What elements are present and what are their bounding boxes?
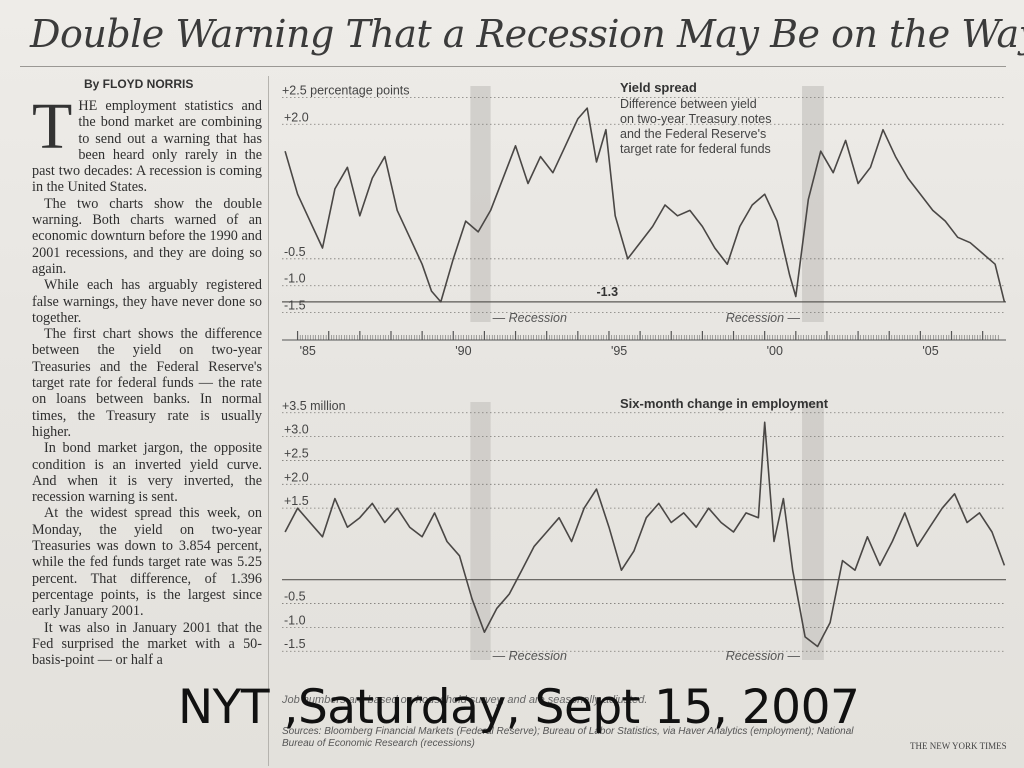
y-tick-label: +1.5 [284,494,309,508]
chart-sources: Sources: Bloomberg Financial Markets (Fe… [282,726,854,749]
y-tick-label: +3.0 [284,423,309,437]
y-tick-label: -0.5 [284,245,306,259]
date-caption: NYT ,Saturday, Sept 15, 2007 [178,680,860,735]
series-line [284,107,1006,303]
article-paragraph: It was also in January 2001 that the Fed… [32,619,262,669]
recession-band [470,86,491,322]
x-tick-label: '00 [767,344,783,358]
y-tick-label: +2.5 [284,446,309,460]
recession-label: Recession — [726,649,801,663]
recession-label: — Recession [492,649,567,663]
recession-band [802,402,824,660]
paragraph-text: HE employment statistics and the bond ma… [32,98,262,196]
chart-subtitle: and the Federal Reserve's [620,127,766,141]
article-paragraph: The two charts show the double warning. … [32,195,262,277]
article-paragraph: In bond market jargon, the opposite cond… [32,440,262,506]
y-axis-label: +2.5 percentage points [282,83,410,97]
byline: By FLOYD NORRIS [84,77,194,91]
article-paragraph: T HE employment statistics and the bond m… [32,90,262,196]
y-axis-label: +3.5 million [282,399,346,413]
x-tick-label: '05 [922,344,938,358]
x-tick-label: '85 [300,344,316,358]
article-column: T HE employment statistics and the bond m… [32,90,262,669]
chart-subtitle: target rate for federal funds [620,142,771,156]
chart-title: Six-month change in employment [620,396,829,411]
recession-label: Recession — [726,311,801,325]
series-line [284,421,1006,648]
chart-subtitle: Difference between yield [620,97,757,111]
y-tick-label: -1.0 [284,272,306,286]
article-paragraph: At the widest spread this week, on Monda… [32,505,262,620]
column-rule [268,76,269,766]
y-tick-label: +2.0 [284,470,309,484]
article-paragraph: The first chart shows the difference bet… [32,326,262,440]
recession-band [470,402,491,660]
headline-rule [20,66,1006,67]
headline: Double Warning That a Recession May Be o… [30,12,1024,56]
chart-footnote: Job numbers are based on household surve… [282,694,648,706]
chart-title: Yield spread [620,80,697,95]
yield-spread-svg: +2.5 percentage points +2.0 -0.5 -1.0 -1.5 — … [282,80,1006,358]
recession-band [802,86,824,322]
credit-line: THE NEW YORK TIMES [910,741,1007,751]
chart-subtitle: on two-year Treasury notes [620,112,771,126]
y-tick-label: +2.0 [284,110,309,124]
y-tick-label: -1.0 [284,613,306,627]
recession-label: — Recession [492,311,567,325]
annotation-label: -1.3 [597,285,619,299]
employment-svg: +3.5 million +3.0 +2.5 +2.0 +1.5 -0.5 -1.0 -1.5… [282,396,1006,663]
y-tick-label: -1.5 [284,299,306,313]
employment-chart: +3.5 million +3.0 +2.5 +2.0 +1.5 -0.5 -1.0 -1.5… [276,394,1010,694]
x-tick-label: '90 [455,344,471,358]
drop-cap: T [32,90,73,163]
y-tick-label: -0.5 [284,590,306,604]
y-tick-label: -1.5 [284,637,306,651]
yield-spread-chart: +2.5 percentage points +2.0 -0.5 -1.0 -1.5 — … [276,78,1010,378]
article-paragraph: While each has arguably registered false… [32,277,262,326]
x-tick-label: '95 [611,344,627,358]
